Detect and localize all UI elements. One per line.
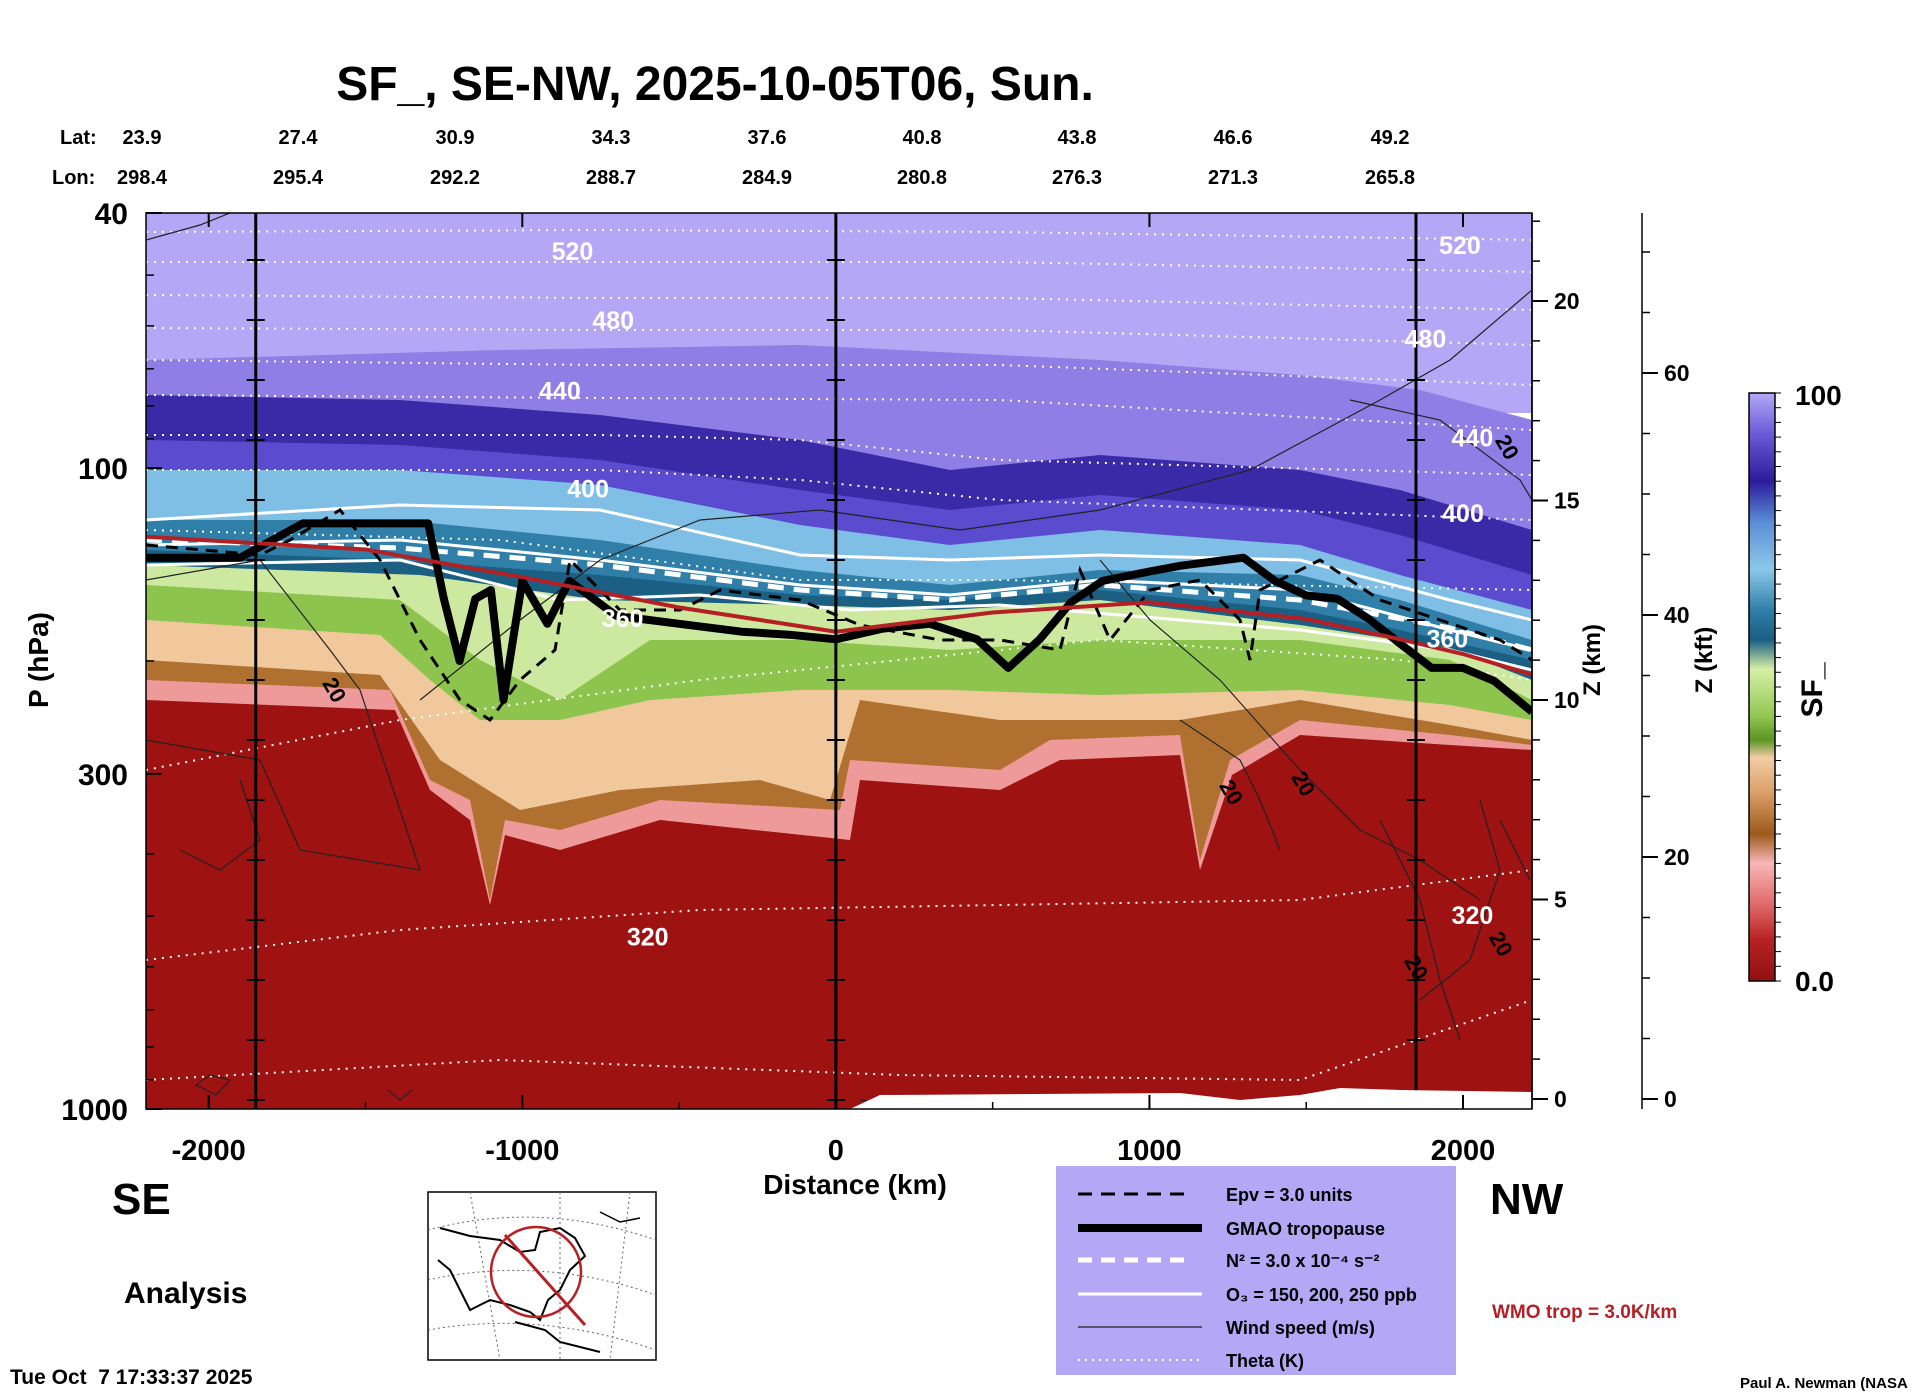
band-red bbox=[146, 700, 1532, 1109]
theta-label: 520 bbox=[552, 238, 594, 266]
theta-contours bbox=[146, 228, 1532, 1082]
x-tick-label: -1000 bbox=[485, 1135, 559, 1167]
locator-map bbox=[427, 1191, 657, 1361]
lon-value: 292.2 bbox=[430, 167, 480, 189]
colorbar bbox=[1748, 392, 1776, 982]
z-kft-tick-label: 20 bbox=[1664, 844, 1690, 870]
lat-value: 40.8 bbox=[903, 127, 942, 149]
x-axis-label: Distance (km) bbox=[763, 1169, 947, 1200]
z-km-tick-label: 15 bbox=[1554, 488, 1580, 514]
section-lines bbox=[246, 213, 1425, 1109]
theta-label: 360 bbox=[1426, 625, 1468, 653]
theta-label: 400 bbox=[1442, 500, 1484, 528]
p-tick-label: 1000 bbox=[61, 1094, 128, 1127]
gmao-tropopause-line bbox=[146, 519, 1532, 715]
colorbar-top-label: 100 bbox=[1795, 380, 1842, 411]
theta-label: 320 bbox=[1452, 902, 1494, 930]
chart-title: SF_, SE-NW, 2025-10-05T06, Sun. bbox=[336, 58, 1094, 111]
p-tick-label: 300 bbox=[78, 759, 128, 792]
lon-value: 271.3 bbox=[1208, 167, 1258, 189]
lon-value: 295.4 bbox=[273, 167, 324, 189]
lat-value: 49.2 bbox=[1371, 127, 1410, 149]
x-tick-label: -2000 bbox=[172, 1135, 246, 1167]
z-kft-tick-label: 40 bbox=[1664, 602, 1690, 628]
lat-value: 27.4 bbox=[279, 127, 319, 149]
x-axis-ticks: -2000 -1000 0 1000 2000 bbox=[172, 213, 1496, 1167]
x-tick-label: 2000 bbox=[1431, 1135, 1496, 1167]
legend-n2: N² = 3.0 x 10⁻⁴ s⁻² bbox=[1226, 1251, 1379, 1271]
z-kft-axis-label: Z (kft) bbox=[1691, 627, 1718, 694]
theta-label: 360 bbox=[602, 605, 644, 633]
lon-value: 298.4 bbox=[117, 167, 168, 189]
lat-value: 46.6 bbox=[1214, 127, 1253, 149]
plot-area bbox=[146, 213, 1532, 1109]
legend-o3: O₃ = 150, 200, 250 ppb bbox=[1226, 1285, 1417, 1305]
theta-labels: 520 480 440 400 360 320 520 480 440 400 360 320 bbox=[539, 232, 1493, 952]
theta-label: 400 bbox=[567, 475, 609, 503]
legend-box bbox=[1056, 1166, 1456, 1375]
lat-value: 37.6 bbox=[748, 127, 787, 149]
y-axis-label: P (hPa) bbox=[23, 612, 54, 708]
z-kft-tick-label: 0 bbox=[1664, 1086, 1677, 1112]
epv-contour bbox=[146, 508, 1532, 723]
lat-value: 43.8 bbox=[1058, 127, 1097, 149]
p-tick-label: 40 bbox=[95, 198, 128, 231]
lon-row-label: Lon: bbox=[52, 167, 95, 189]
z-km-tick-label: 10 bbox=[1554, 687, 1580, 713]
se-label: SE bbox=[112, 1175, 171, 1224]
legend-epv: Epv = 3.0 units bbox=[1226, 1185, 1353, 1205]
lon-value: 284.9 bbox=[742, 167, 792, 189]
colorbar-bottom-label: 0.0 bbox=[1795, 966, 1834, 997]
theta-label: 440 bbox=[539, 378, 581, 406]
legend: Epv = 3.0 units GMAO tropopause N² = 3.0… bbox=[1056, 1166, 1456, 1375]
z-km-tick-label: 20 bbox=[1554, 288, 1580, 314]
theta-label: 480 bbox=[1405, 325, 1447, 353]
z-kft-axis-ticks: 0 20 40 60 bbox=[1642, 251, 1690, 1112]
nw-label: NW bbox=[1490, 1175, 1564, 1224]
lon-value: 276.3 bbox=[1052, 167, 1102, 189]
legend-wind: Wind speed (m/s) bbox=[1226, 1318, 1375, 1338]
p-tick-label: 100 bbox=[78, 453, 128, 486]
timestamp: Tue Oct 7 17:33:37 2025 bbox=[10, 1366, 253, 1389]
lat-row-label: Lat: bbox=[60, 127, 97, 149]
colorbar-title: SF_ bbox=[1796, 662, 1829, 717]
theta-label: 520 bbox=[1439, 232, 1481, 260]
x-tick-label: 1000 bbox=[1117, 1135, 1182, 1167]
legend-gmao: GMAO tropopause bbox=[1226, 1219, 1385, 1239]
lat-lon-header: 23.9 27.4 30.9 34.3 37.6 40.8 43.8 46.6 49.2 298.… bbox=[117, 127, 1415, 189]
theta-label: 320 bbox=[627, 923, 669, 951]
z-km-axis-ticks: 0 5 10 15 20 bbox=[1532, 220, 1580, 1112]
lon-value: 265.8 bbox=[1365, 167, 1415, 189]
z-km-axis-label: Z (km) bbox=[1579, 624, 1606, 696]
z-kft-tick-label: 60 bbox=[1664, 360, 1690, 386]
wmo-trop-note: WMO trop = 3.0K/km bbox=[1492, 1302, 1677, 1323]
n2-contour bbox=[146, 537, 1532, 653]
lat-value: 23.9 bbox=[123, 127, 162, 149]
surface-patch bbox=[850, 1088, 1532, 1109]
credit: Paul A. Newman (NASA bbox=[1740, 1375, 1908, 1392]
analysis-label: Analysis bbox=[124, 1277, 247, 1310]
lat-value: 34.3 bbox=[592, 127, 631, 149]
p-axis-ticks: 40 100 300 1000 bbox=[61, 198, 162, 1127]
z-km-tick-label: 5 bbox=[1554, 887, 1567, 913]
colorbar-ticks bbox=[1775, 392, 1781, 982]
theta-label: 480 bbox=[592, 307, 634, 335]
lon-value: 288.7 bbox=[586, 167, 636, 189]
theta-label: 440 bbox=[1452, 425, 1494, 453]
wmo-tropopause-line bbox=[146, 534, 1532, 677]
lat-value: 30.9 bbox=[436, 127, 475, 149]
lon-value: 280.8 bbox=[897, 167, 947, 189]
legend-theta: Theta (K) bbox=[1226, 1351, 1304, 1371]
z-km-tick-label: 0 bbox=[1554, 1086, 1567, 1112]
x-tick-label: 0 bbox=[828, 1135, 844, 1167]
